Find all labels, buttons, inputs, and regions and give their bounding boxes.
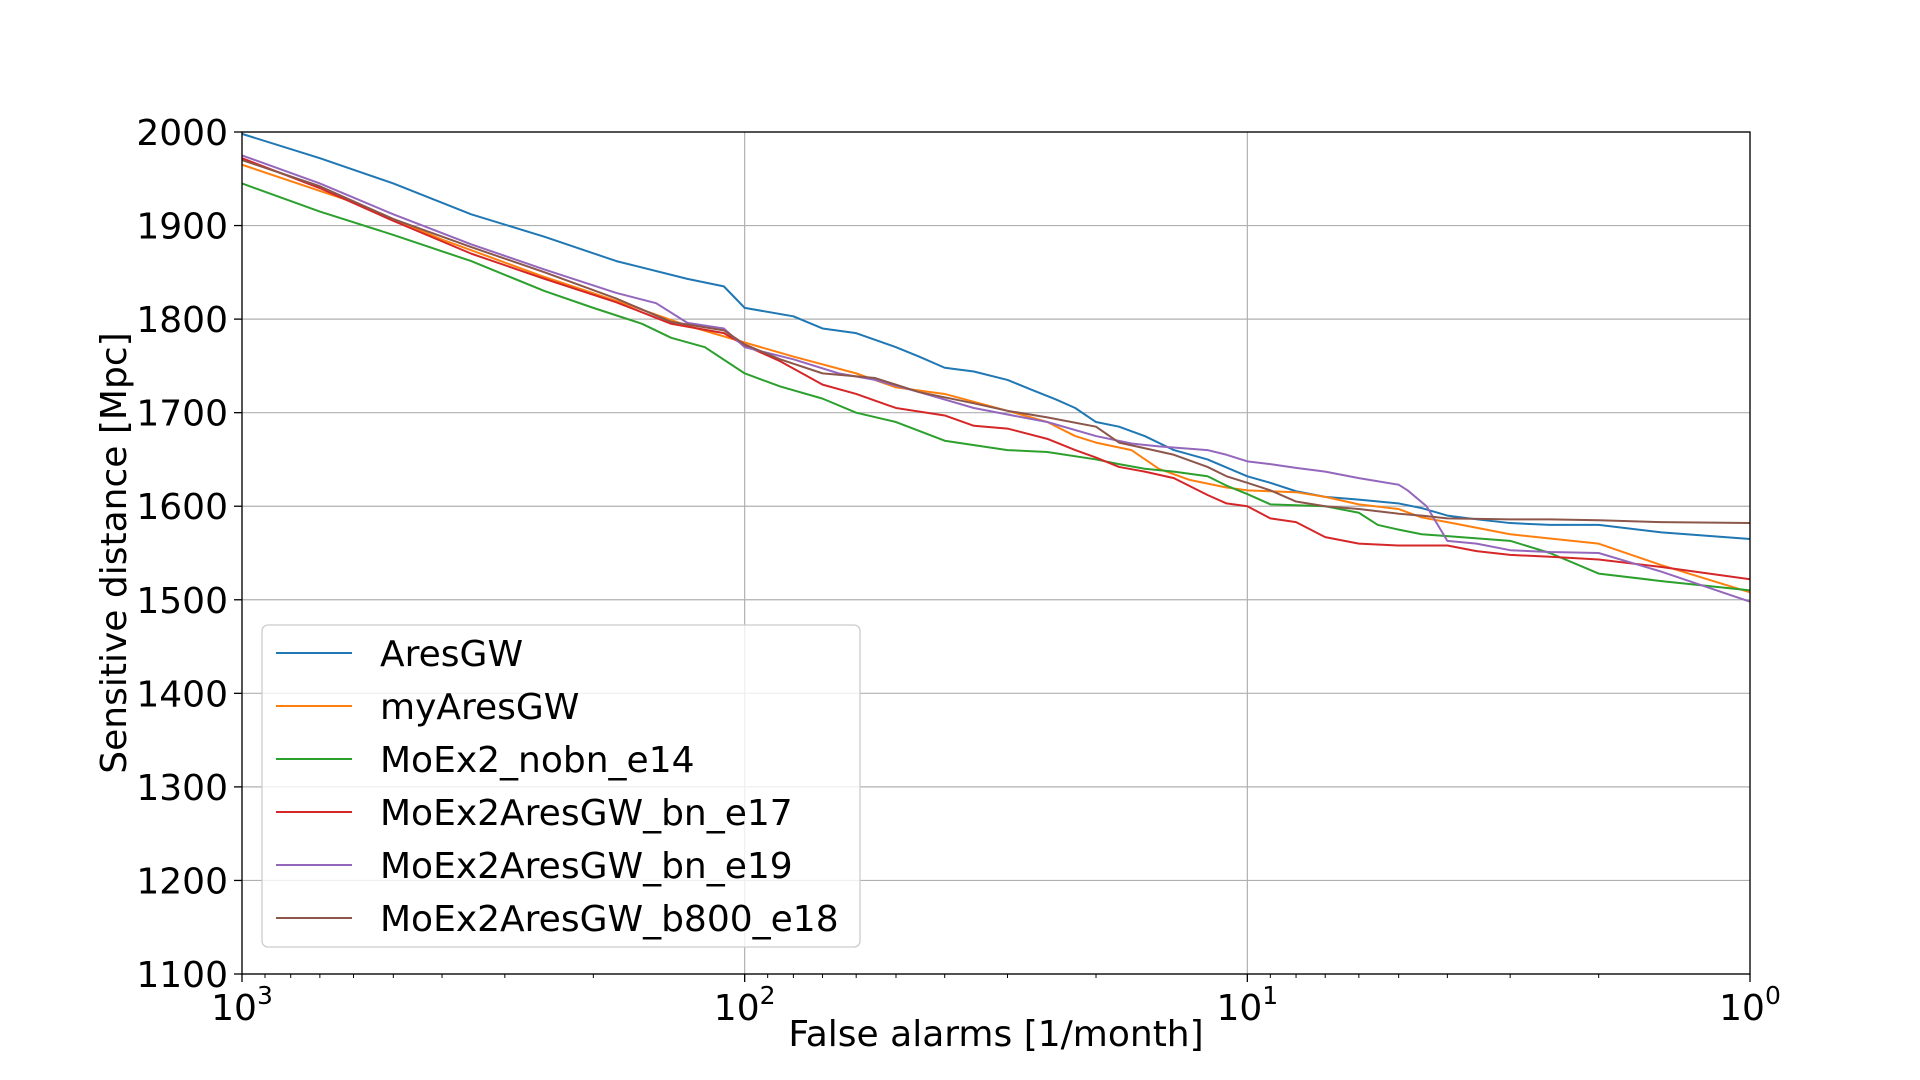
series-line-4 — [241, 157, 1751, 581]
series-line-5 — [241, 154, 1751, 603]
x-tick-label: 100 — [1719, 981, 1781, 1029]
legend-label: MoEx2AresGW_bn_e19 — [380, 846, 793, 887]
y-axis-label: Sensitive distance [Mpc] — [94, 332, 135, 773]
series-line-2 — [241, 163, 1751, 594]
x-axis-label: False alarms [1/month] — [788, 1014, 1203, 1055]
y-tick-label: 2000 — [136, 113, 228, 154]
legend: AresGW myAresGW MoEx2_nobn_e14 MoEx2AresGW_… — [261, 624, 861, 948]
legend-label: myAresGW — [380, 687, 579, 728]
y-tick-label: 1700 — [136, 394, 228, 435]
x-tick-label: 103 — [211, 981, 273, 1029]
series-line-3 — [241, 182, 1751, 592]
x-tick-label: 101 — [1216, 981, 1278, 1029]
legend-label: MoEx2_nobn_e14 — [380, 740, 695, 781]
legend-label: MoEx2AresGW_b800_e18 — [380, 899, 839, 940]
x-tick-label: 102 — [714, 981, 776, 1029]
y-tick-label: 1300 — [136, 768, 228, 809]
plot-frame — [241, 131, 1751, 975]
series-line-6 — [241, 159, 1751, 525]
y-tick-label: 1100 — [136, 955, 228, 996]
legend-label: MoEx2AresGW_bn_e17 — [380, 793, 793, 834]
series-line-1 — [241, 132, 1751, 540]
legend-label: AresGW — [380, 634, 523, 675]
plot-series — [241, 132, 1751, 603]
y-tick-label: 1600 — [136, 487, 228, 528]
axis-ticks: 1100 1200 1300 1400 1500 1600 1700 1800 1900 2000… — [136, 113, 1780, 1029]
legend-box — [261, 624, 861, 948]
y-tick-label: 1200 — [136, 861, 228, 902]
y-tick-label: 1900 — [136, 207, 228, 248]
y-tick-label: 1500 — [136, 581, 228, 622]
y-tick-label: 1800 — [136, 300, 228, 341]
y-tick-label: 1400 — [136, 674, 228, 715]
